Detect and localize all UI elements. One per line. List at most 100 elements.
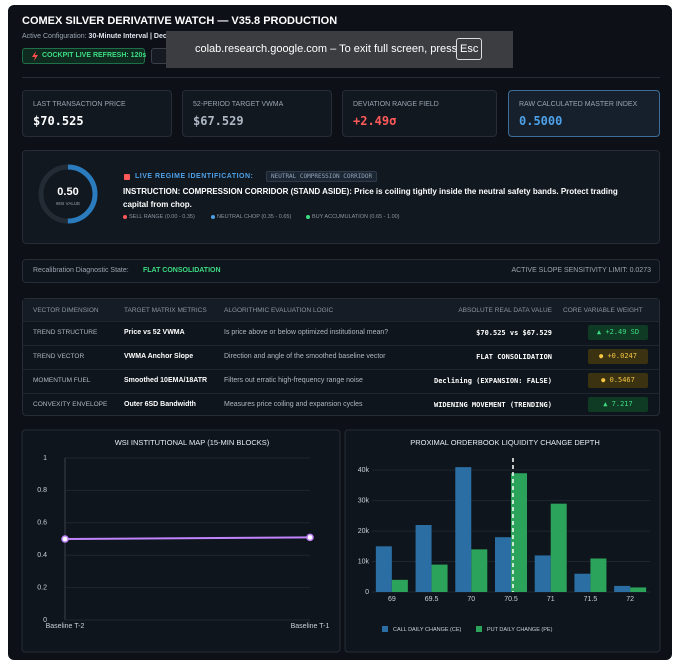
chart-title: PROXIMAL ORDERBOOK LIQUIDITY CHANGE DEPT…: [410, 438, 600, 447]
x-tick-label: 72: [626, 596, 634, 603]
cell-dimension: MOMENTUM FUEL: [33, 377, 91, 384]
chart-title: WSI INSTITUTIONAL MAP (15-MIN BLOCKS): [115, 438, 270, 447]
x-tick-label: 69: [388, 596, 396, 603]
cell-logic: Measures price coiling and expansion cyc…: [224, 401, 363, 408]
legend-label: CALL DAILY CHANGE (CE): [393, 627, 462, 633]
legend-swatch: [476, 626, 482, 632]
x-tick-label: 71: [547, 596, 555, 603]
gauge-value: 0.50: [57, 186, 78, 198]
cell-logic: Filters out erratic high-frequency range…: [224, 377, 363, 384]
cell-metric: VWMA Anchor Slope: [124, 353, 194, 360]
metric-card: DEVIATION RANGE FIELD +2.49σ: [342, 90, 497, 137]
instruction: INSTRUCTION: COMPRESSION CORRIDOR (STAND…: [123, 185, 643, 211]
x-tick-label: Baseline T-2: [46, 623, 85, 630]
bar: [455, 467, 472, 592]
cell-dimension: TREND VECTOR: [33, 353, 85, 360]
y-tick-label: 30k: [358, 497, 370, 504]
card-value: $67.529: [193, 114, 244, 128]
bar: [391, 579, 408, 592]
bar: [471, 549, 488, 592]
cell-value: Declining (EXPANSION: FALSE): [433, 377, 552, 385]
refresh-button[interactable]: COCKPIT LIVE REFRESH: 120s: [22, 48, 147, 64]
y-tick-label: 0.6: [37, 520, 47, 527]
legend-label: PUT DAILY CHANGE (PE): [487, 627, 553, 633]
cell-metric: Price vs 52 VWMA: [124, 329, 185, 336]
gauge-arc: [38, 164, 98, 224]
bar: [415, 525, 432, 592]
diagnostic-label: Recalibration Diagnostic State:: [33, 267, 129, 274]
bar: [574, 573, 591, 592]
legend-dot: [211, 215, 215, 219]
y-tick-label: 10k: [358, 558, 370, 565]
bolt-icon: [32, 51, 38, 61]
cell-weight: ● 0.5467: [588, 373, 648, 388]
line-point: [306, 533, 314, 542]
slope-limit: ACTIVE SLOPE SENSITIVITY LIMIT: 0.0273: [511, 267, 651, 274]
table-header: CORE VARIABLE WEIGHT: [563, 307, 643, 314]
bar: [630, 587, 647, 592]
line-series: [64, 536, 311, 540]
cell-value: $70.525 vs $67.529: [476, 329, 552, 337]
refresh-label: COCKPIT LIVE REFRESH: 120s: [42, 52, 147, 59]
card-label: DEVIATION RANGE FIELD: [353, 101, 439, 108]
y-tick-label: 20k: [358, 528, 370, 535]
diagnostic-bar: Recalibration Diagnostic State: FLAT CON…: [22, 259, 660, 283]
bar: [495, 537, 511, 592]
card-value: +2.49σ: [353, 114, 397, 128]
cell-metric: Smoothed 10EMA/18ATR: [124, 377, 208, 384]
instruction-text: COMPRESSION CORRIDOR (STAND ASIDE): Pric…: [123, 187, 618, 209]
config-value: 30-Minute Interval | Dec: [88, 33, 167, 40]
metrics-table: VECTOR DIMENSION TARGET MATRIX METRICS ALG…: [22, 298, 660, 416]
diagnostic-state: FLAT CONSOLIDATION: [143, 267, 221, 274]
row-divider: [23, 321, 659, 322]
metric-card: RAW CALCULATED MASTER INDEX 0.5000: [508, 90, 660, 137]
metric-card: 52-PERIOD TARGET VWMA $67.529: [182, 90, 332, 137]
row-divider: [23, 369, 659, 370]
title: COMEX SILVER DERIVATIVE WATCH — V35.8 PR…: [22, 15, 338, 27]
cell-weight: ▲ +2.49 SD: [588, 325, 648, 340]
notice-text: colab.research.google.com – To exit full…: [195, 43, 458, 55]
alert-icon: [124, 174, 130, 180]
legend-dot: [123, 215, 127, 219]
cell-logic: Direction and angle of the smoothed base…: [224, 353, 386, 360]
x-tick-label: 70: [467, 596, 475, 603]
instruction-label: INSTRUCTION:: [123, 187, 181, 196]
y-tick-label: 0.8: [37, 487, 47, 494]
cell-dimension: CONVEXITY ENVELOPE: [33, 401, 108, 408]
cell-weight: ● +0.0247: [588, 349, 648, 364]
x-tick-label: 69.5: [425, 596, 439, 603]
y-tick-label: 40k: [358, 467, 370, 474]
x-tick-label: 70.5: [504, 596, 518, 603]
cell-value: FLAT CONSOLIDATION: [476, 353, 552, 361]
cell-metric: Outer 6SD Bandwidth: [124, 401, 196, 408]
card-label: RAW CALCULATED MASTER INDEX: [519, 101, 638, 108]
line-point: [61, 535, 69, 543]
fullscreen-notice: colab.research.google.com – To exit full…: [166, 31, 513, 68]
config-line: Active Configuration: 30-Minute Interval…: [22, 33, 167, 40]
bar: [550, 503, 567, 592]
legend-label: BUY ACCUMULATION (0.65 - 1.00): [312, 214, 400, 220]
y-tick-label: 0: [43, 617, 47, 624]
bar: [511, 473, 527, 592]
metric-card: LAST TRANSACTION PRICE $70.525: [22, 90, 172, 137]
cell-weight: ▲ 7.217: [588, 397, 648, 412]
bar: [375, 546, 392, 592]
legend-label: NEUTRAL CHOP (0.35 - 0.65): [217, 214, 292, 220]
x-tick-label: 71.5: [584, 596, 598, 603]
y-tick-label: 0: [365, 589, 369, 596]
gauge-caption: WSI VALUE: [56, 201, 80, 206]
row-divider: [23, 393, 659, 394]
y-tick-label: 0.2: [37, 584, 47, 591]
cell-logic: Is price above or below optimized instit…: [224, 329, 389, 336]
card-value: $70.525: [33, 114, 84, 128]
bar: [534, 555, 551, 592]
y-tick-label: 1: [43, 455, 47, 462]
card-value: 0.5000: [519, 114, 563, 128]
separator: [22, 77, 660, 78]
table-header: VECTOR DIMENSION: [33, 307, 99, 314]
bar: [431, 564, 448, 592]
regime-heading: LIVE REGIME IDENTIFICATION:: [135, 173, 254, 180]
cell-value: WIDENING MOVEMENT (TRENDING): [433, 401, 552, 409]
